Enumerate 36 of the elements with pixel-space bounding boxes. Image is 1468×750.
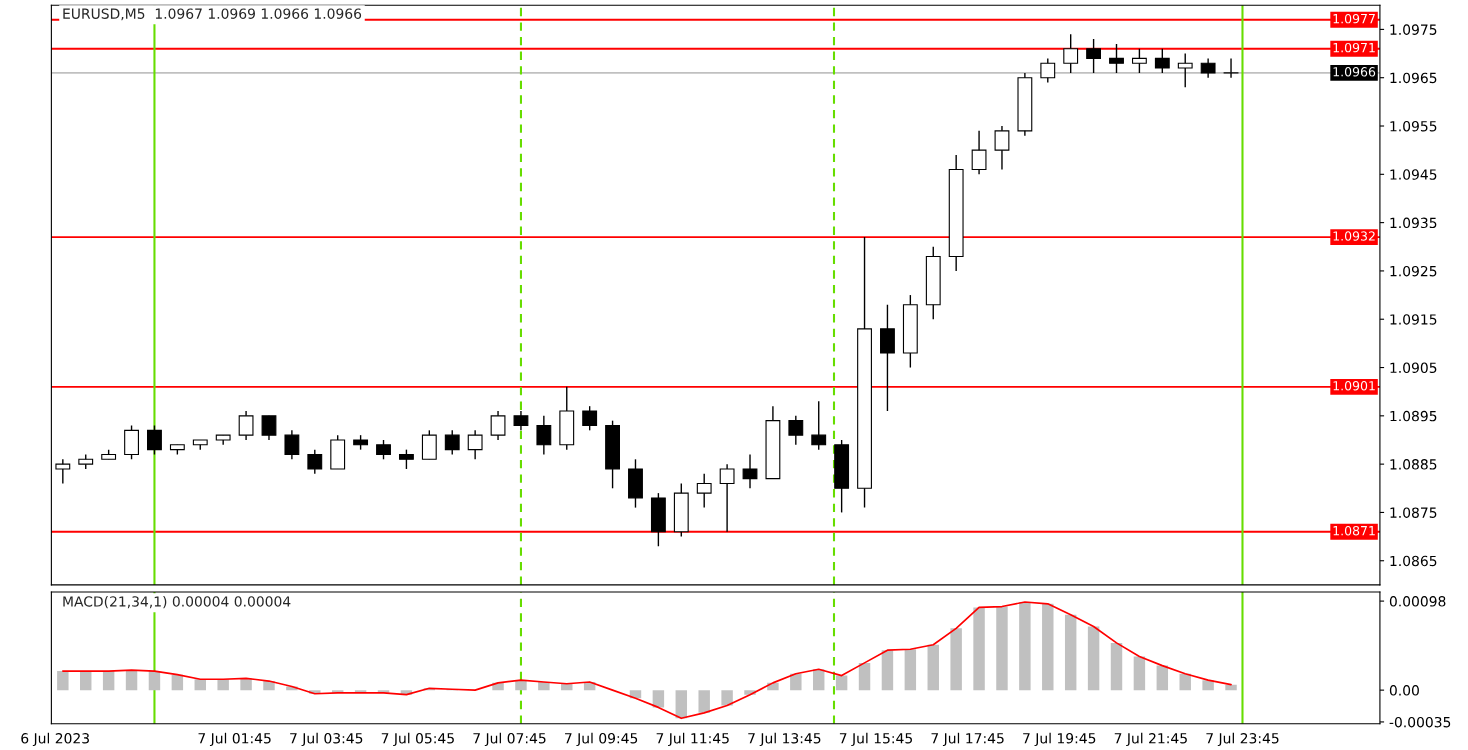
y-tick-label: 1.0935 <box>1390 217 1437 229</box>
ref-line-label: 1.0971 <box>1333 42 1375 53</box>
y-tick-label: 1.0865 <box>1390 555 1437 567</box>
y-tick-label: 1.0905 <box>1390 362 1437 373</box>
x-tick-label: 7 Jul 15:45 <box>839 732 912 747</box>
ref-line-label: 1.0977 <box>1333 13 1375 24</box>
x-tick-label: 7 Jul 05:45 <box>381 732 454 747</box>
y-tick-label: 1.0955 <box>1390 120 1437 132</box>
x-tick-label: 7 Jul 11:45 <box>656 732 729 747</box>
x-tick-label: 7 Jul 03:45 <box>290 732 363 747</box>
x-tick-label: 7 Jul 09:45 <box>565 732 638 747</box>
y-tick-label: -0.00035 <box>1389 716 1451 728</box>
ref-line-label: 1.0901 <box>1333 381 1375 391</box>
x-tick-label: 7 Jul 13:45 <box>748 732 821 747</box>
y-tick-label: 0.00098 <box>1389 596 1446 607</box>
x-tick-label: 7 Jul 21:45 <box>1114 732 1187 747</box>
x-tick-label: 7 Jul 19:45 <box>1023 732 1096 747</box>
chart-title: EURUSD,M5 1.0967 1.0969 1.0966 1.0966 <box>63 8 362 21</box>
x-tick-label: 7 Jul 17:45 <box>931 732 1004 747</box>
x-tick-label: 6 Jul 2023 <box>21 732 89 747</box>
chart-title: MACD(21,34,1) 0.00004 0.00004 <box>63 595 291 609</box>
y-tick-label: 1.0975 <box>1390 24 1437 35</box>
y-tick-label: 1.0965 <box>1390 72 1437 84</box>
y-tick-label: 1.0925 <box>1390 265 1437 277</box>
y-tick-label: 1.0945 <box>1390 169 1437 180</box>
y-tick-label: 1.0885 <box>1390 459 1437 470</box>
x-tick-label: 7 Jul 07:45 <box>473 732 546 747</box>
x-tick-label: 7 Jul 01:45 <box>198 732 271 747</box>
y-tick-label: 1.0915 <box>1390 314 1437 325</box>
y-tick-label: 0.00 <box>1389 685 1419 696</box>
ref-line-label: 1.0871 <box>1333 525 1375 536</box>
ref-line-label: 1.0966 <box>1333 67 1376 77</box>
x-tick-label: 7 Jul 23:45 <box>1206 732 1279 747</box>
ref-line-label: 1.0932 <box>1333 231 1375 241</box>
y-tick-label: 1.0895 <box>1390 410 1437 422</box>
y-tick-label: 1.0875 <box>1390 507 1437 518</box>
